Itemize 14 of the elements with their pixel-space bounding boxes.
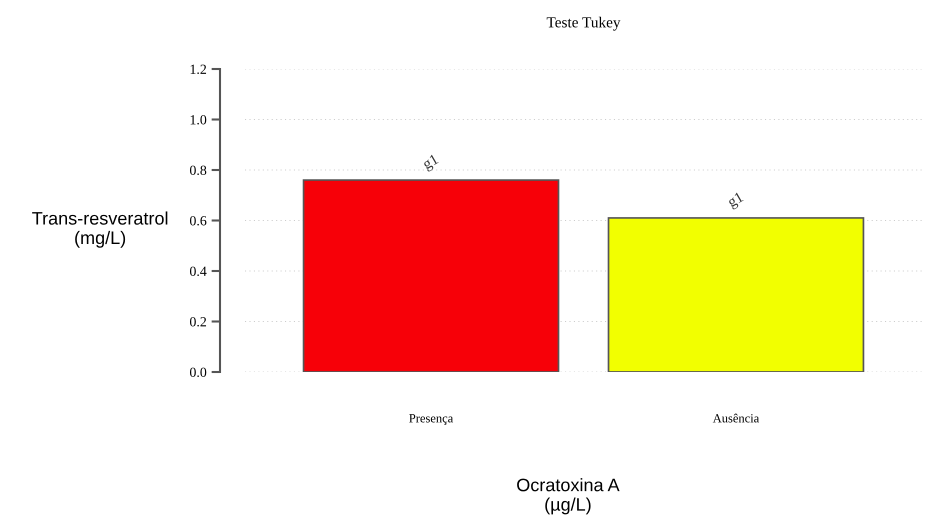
y-tick-label: 0.4 xyxy=(190,266,207,276)
y-axis-title: Trans-resveratrol (mg/L) xyxy=(32,211,168,248)
y-tick-label: 1.0 xyxy=(190,115,206,125)
x-axis-title: Ocratoxina A (µg/L) xyxy=(517,478,620,514)
y-tick-label: 0.2 xyxy=(190,317,206,327)
y-tick-label: 0.0 xyxy=(190,368,206,378)
y-tick-label: 0.8 xyxy=(190,166,206,176)
y-tick-label: 1.2 xyxy=(190,64,206,74)
data-label: g1 xyxy=(726,192,746,210)
data-label: g1 xyxy=(422,154,440,172)
x-tick-label: Ausência xyxy=(712,414,760,422)
y-tick-label: 0.6 xyxy=(190,216,206,226)
chart-title: Teste Tukey xyxy=(546,16,620,31)
x-tick-label: Presença xyxy=(409,414,454,426)
